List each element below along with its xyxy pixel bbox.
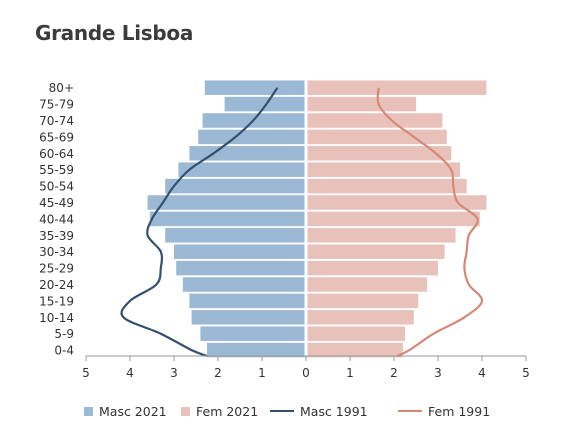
x-tick-label-2: 3	[170, 366, 178, 380]
line-masc-1991	[120, 87, 279, 358]
legend-item-masc-1991[interactable]: Masc 1991	[270, 400, 368, 422]
category-label-80+: 80+	[49, 81, 74, 95]
bar-fem-2021-30-34	[306, 244, 445, 259]
x-tick-label-8: 3	[434, 366, 442, 380]
bar-fem-2021-50-54	[306, 178, 467, 194]
legend-swatch-masc-2021	[84, 406, 93, 416]
bar-masc-2021-5-9	[200, 326, 306, 341]
bar-masc-2021-45-49	[147, 195, 306, 210]
line-fem-1991	[376, 87, 484, 357]
legend-label-masc-1991: Masc 1991	[300, 403, 368, 419]
category-label-75-79: 75-79	[39, 98, 74, 112]
bar-masc-2021-80+	[204, 80, 306, 95]
bar-fem-2021-80+	[306, 80, 487, 95]
bar-masc-2021-35-39	[165, 228, 306, 243]
chart-title: Grande Lisboa	[35, 21, 194, 45]
bar-masc-2021-50-54	[165, 178, 306, 194]
bar-fem-2021-40-44	[306, 211, 480, 227]
bar-fem-2021-10-14	[306, 310, 414, 325]
category-label-60-64: 60-64	[39, 147, 74, 161]
chart-legend: Masc 2021 Fem 2021 Masc 1991 Fem 1991	[0, 400, 564, 422]
bar-fem-2021-15-19	[306, 293, 419, 309]
bar-masc-2021-30-34	[174, 244, 306, 259]
bar-fem-2021-75-79	[306, 96, 416, 112]
legend-item-masc-2021[interactable]: Masc 2021	[84, 400, 167, 422]
category-label-20-24: 20-24	[39, 278, 74, 292]
x-tick-label-9: 4	[478, 366, 486, 380]
legend-line-fem-1991	[398, 410, 422, 412]
category-label-0-4: 0-4	[54, 344, 74, 358]
bar-fem-2021-55-59	[306, 162, 460, 177]
bar-fem-2021-70-74	[306, 113, 443, 128]
bar-masc-2021-55-59	[178, 162, 306, 177]
x-tick-label-0: 5	[82, 366, 90, 380]
bar-fem-2021-20-24	[306, 277, 427, 292]
category-label-65-69: 65-69	[39, 130, 74, 144]
category-label-15-19: 15-19	[39, 294, 74, 308]
legend-label-fem-1991: Fem 1991	[428, 403, 491, 419]
category-label-70-74: 70-74	[39, 114, 74, 128]
category-label-5-9: 5-9	[54, 327, 74, 341]
x-tick-label-5: 0	[302, 366, 310, 380]
bar-fem-2021-35-39	[306, 228, 456, 243]
bar-fem-2021-5-9	[306, 326, 405, 341]
category-label-55-59: 55-59	[39, 163, 74, 177]
x-tick-label-3: 2	[214, 366, 222, 380]
category-label-10-14: 10-14	[39, 311, 74, 325]
category-label-30-34: 30-34	[39, 245, 74, 259]
x-tick-label-4: 1	[258, 366, 266, 380]
x-tick-label-6: 1	[346, 366, 354, 380]
bar-fem-2021-60-64	[306, 146, 452, 161]
category-label-40-44: 40-44	[39, 212, 74, 226]
bar-masc-2021-15-19	[189, 293, 306, 309]
bar-fem-2021-25-29	[306, 260, 438, 276]
bar-fem-2021-65-69	[306, 129, 447, 145]
bar-fem-2021-0-4	[306, 342, 403, 358]
x-tick-label-10: 5	[522, 366, 530, 380]
bar-masc-2021-0-4	[207, 342, 306, 358]
legend-swatch-fem-2021	[181, 406, 190, 416]
bar-masc-2021-65-69	[198, 129, 306, 145]
legend-line-masc-1991	[270, 410, 294, 412]
category-label-50-54: 50-54	[39, 180, 74, 194]
x-tick-label-7: 2	[390, 366, 398, 380]
bar-fem-2021-45-49	[306, 195, 487, 210]
x-tick-label-1: 4	[126, 366, 134, 380]
legend-item-fem-1991[interactable]: Fem 1991	[398, 400, 490, 422]
legend-label-masc-2021: Masc 2021	[99, 403, 167, 419]
population-pyramid-chart: 80+75-7970-7465-6960-6455-5950-5445-4940…	[39, 80, 530, 380]
legend-item-fem-2021[interactable]: Fem 2021	[181, 400, 258, 422]
bar-masc-2021-20-24	[182, 277, 306, 292]
bar-masc-2021-25-29	[176, 260, 306, 276]
bar-masc-2021-10-14	[191, 310, 306, 325]
bar-masc-2021-40-44	[149, 211, 306, 227]
legend-label-fem-2021: Fem 2021	[196, 403, 259, 419]
category-label-45-49: 45-49	[39, 196, 74, 210]
category-label-25-29: 25-29	[39, 262, 74, 276]
category-label-35-39: 35-39	[39, 229, 74, 243]
